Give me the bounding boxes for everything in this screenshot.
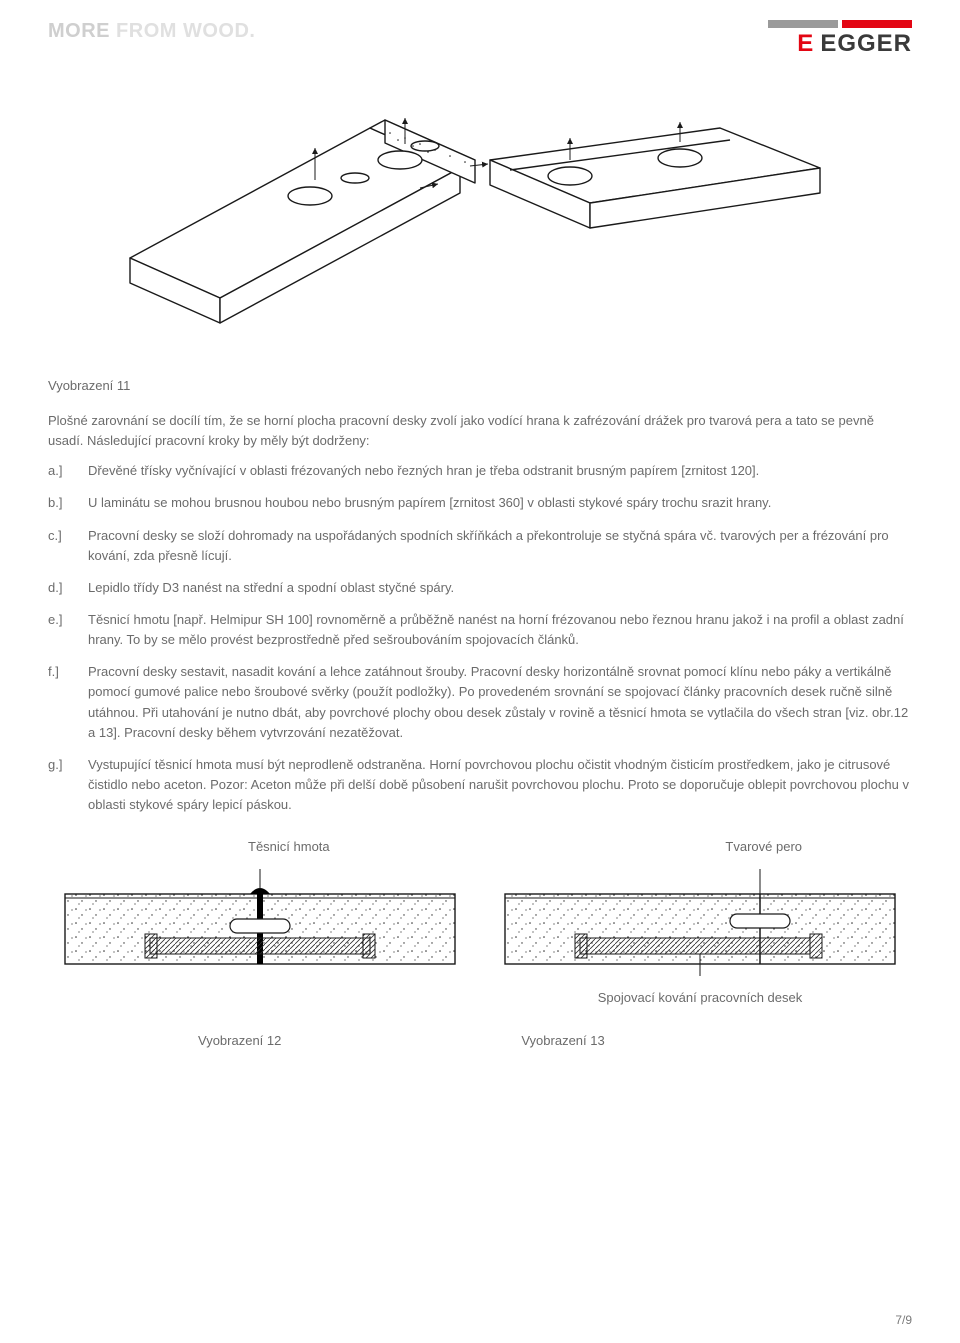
tagline: MORE FROM WOOD. (48, 20, 255, 43)
cross-sections: Spojovací kování pracovních desek (48, 864, 912, 1005)
logo-e: E (797, 30, 814, 58)
step-g: g.] Vystupující těsnicí hmota musí být ne… (48, 755, 912, 815)
figure-11 (48, 88, 912, 348)
step-marker: g.] (48, 755, 74, 815)
label-sealant: Těsnicí hmota (248, 839, 330, 854)
figure-11-caption: Vyobrazení 11 (48, 378, 912, 393)
figure-12-13-captions: Vyobrazení 12 Vyobrazení 13 (48, 1033, 912, 1048)
figure-12 (60, 864, 460, 1005)
step-body: Pracovní desky sestavit, nasadit kování … (88, 662, 912, 743)
step-body: Dřevěné třísky vyčnívající v oblasti fré… (88, 461, 912, 481)
step-b: b.] U laminátu se mohou brusnou houbou ne… (48, 493, 912, 513)
tagline-from: FROM WOOD. (110, 20, 255, 42)
figure-13-svg (500, 864, 900, 984)
step-body: Lepidlo třídy D3 nanést na střední a spo… (88, 578, 912, 598)
step-body: U laminátu se mohou brusnou houbou nebo … (88, 493, 912, 513)
step-e: e.] Těsnicí hmotu [např. Helmipur SH 100]… (48, 610, 912, 650)
step-marker: b.] (48, 493, 74, 513)
step-a: a.] Dřevěné třísky vyčnívající v oblasti … (48, 461, 912, 481)
figure-12-caption: Vyobrazení 12 (198, 1033, 281, 1048)
label-connector: Spojovací kování pracovních desek (598, 990, 803, 1005)
label-biscuit: Tvarové pero (725, 839, 802, 854)
step-body: Vystupující těsnicí hmota musí být nepro… (88, 755, 912, 815)
step-marker: c.] (48, 526, 74, 566)
step-marker: f.] (48, 662, 74, 743)
intro-paragraph: Plošné zarovnání se docílí tím, že se ho… (48, 411, 912, 451)
step-marker: d.] (48, 578, 74, 598)
step-marker: e.] (48, 610, 74, 650)
figure-12-svg (60, 864, 460, 984)
figure-11-svg (120, 88, 840, 348)
cross-labels: Těsnicí hmota Tvarové pero (48, 839, 912, 854)
step-body: Pracovní desky se složí dohromady na usp… (88, 526, 912, 566)
logo-text: EGGER (820, 30, 912, 58)
figure-13-caption: Vyobrazení 13 (521, 1033, 604, 1048)
tagline-more: MORE (48, 20, 110, 42)
step-c: c.] Pracovní desky se složí dohromady na … (48, 526, 912, 566)
step-marker: a.] (48, 461, 74, 481)
brand-logo: E EGGER (768, 20, 912, 58)
figure-13: Spojovací kování pracovních desek (500, 864, 900, 1005)
step-body: Těsnicí hmotu [např. Helmipur SH 100] ro… (88, 610, 912, 650)
page-number: 7/9 (895, 1313, 912, 1327)
steps-list: a.] Dřevěné třísky vyčnívající v oblasti … (48, 461, 912, 815)
step-d: d.] Lepidlo třídy D3 nanést na střední a … (48, 578, 912, 598)
step-f: f.] Pracovní desky sestavit, nasadit ková… (48, 662, 912, 743)
logo-word: E EGGER (797, 30, 912, 58)
logo-bar-red (842, 20, 912, 28)
logo-bar-grey (768, 20, 838, 28)
logo-bars (768, 20, 912, 28)
